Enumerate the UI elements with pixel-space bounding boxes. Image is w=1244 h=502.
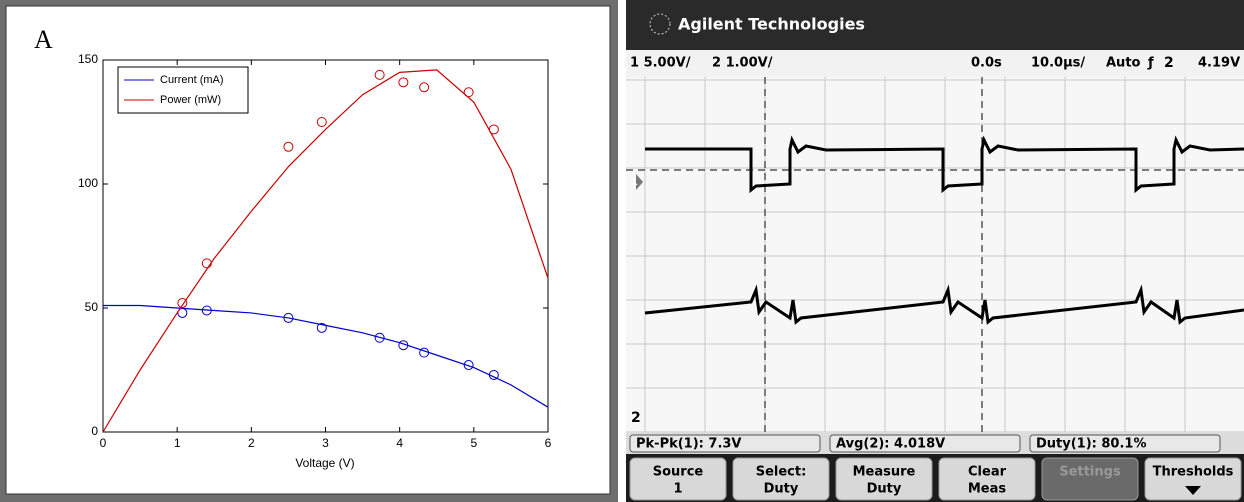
legend-label: Power (mW) [160, 94, 221, 106]
legend-label: Current (mA) [160, 74, 224, 86]
trigger-level: 4.19V [1198, 56, 1240, 71]
y-tick-label: 0 [91, 424, 98, 438]
ch1-marker-label: 1 [631, 177, 638, 188]
timebase: 10.0µs/ [1031, 56, 1085, 71]
trigger-mode: Auto [1106, 56, 1141, 71]
trigger-symbol: ƒ [1147, 56, 1154, 71]
x-tick-label: 6 [545, 436, 552, 450]
softkey-label: Source [653, 465, 704, 480]
measurement: Avg(2): 4.018V [836, 437, 945, 452]
brand: Agilent Technologies [678, 15, 865, 34]
x-tick-label: 3 [322, 436, 329, 450]
ch2-marker-label: 2 [631, 410, 641, 426]
delay: 0.0s [971, 56, 1002, 71]
x-tick-label: 5 [470, 436, 477, 450]
graticule-area [626, 77, 1244, 432]
y-tick-label: 100 [78, 176, 98, 190]
chart-panel: A Voltage (V) 0 1 2 3 4 5 6 0 50 100 150 Current (m… [0, 0, 618, 502]
x-tick-label: 2 [248, 436, 255, 450]
x-axis-label: Voltage (V) [295, 456, 354, 470]
softkey-value: Meas [968, 482, 1007, 497]
y-tick-label: 50 [85, 300, 99, 314]
softkey-value: 1 [673, 482, 682, 497]
x-tick-label: 0 [100, 436, 107, 450]
measurement: Pk-Pk(1): 7.3V [636, 437, 742, 452]
softkey-label: Measure [853, 465, 916, 480]
x-tick-label: 1 [174, 436, 181, 450]
softkey-label: Clear [968, 465, 1007, 480]
panel-label: A [34, 25, 53, 54]
oscilloscope-screen: Agilent Technologies 1 5.00V/ 2 1.00V/ 0… [626, 0, 1244, 502]
page: {"chart_data": {"type": "scatter", "pane… [0, 0, 1244, 502]
y-tick-label: 150 [78, 52, 98, 66]
softkey-value: Duty [867, 482, 902, 497]
x-tick-label: 4 [396, 436, 403, 450]
softkey-label: Settings [1059, 465, 1121, 480]
softkey-label: Thresholds [1153, 465, 1234, 480]
trigger-channel: 2 [1164, 55, 1174, 71]
measurement-bar: Pk-Pk(1): 7.3V Avg(2): 4.018V Duty(1): 80.… [626, 432, 1244, 454]
measurement: Duty(1): 80.1% [1036, 437, 1147, 452]
ch1-scale: 1 5.00V/ [630, 56, 691, 71]
ch2-scale: 2 1.00V/ [712, 56, 773, 71]
softkey-label: Select: [756, 465, 807, 480]
softkey-value: Duty [764, 482, 799, 497]
